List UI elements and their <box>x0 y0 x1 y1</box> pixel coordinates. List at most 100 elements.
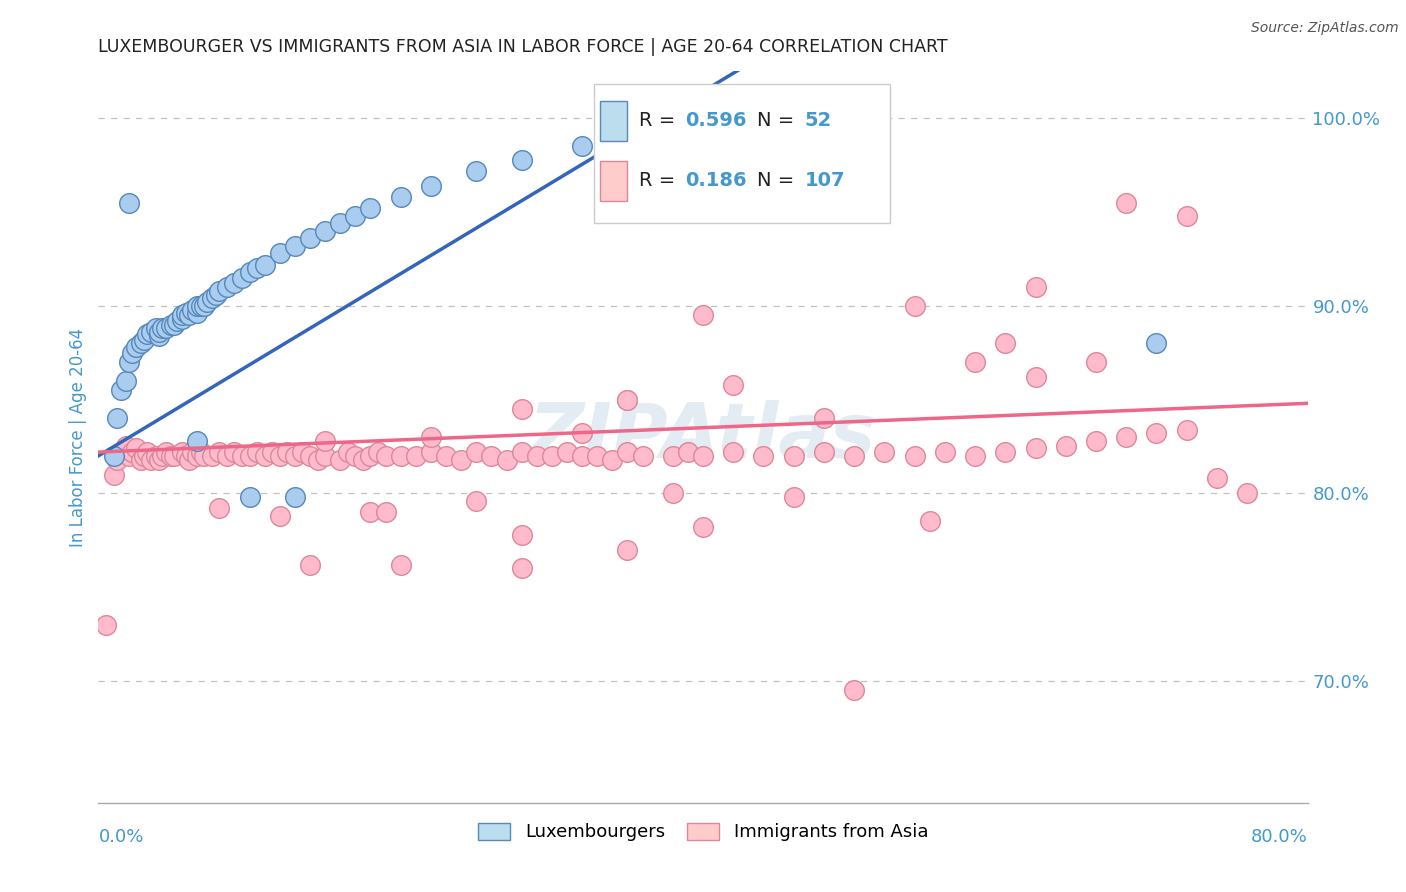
Point <box>190 445 212 459</box>
Point <box>692 449 714 463</box>
Point <box>813 411 835 425</box>
Point <box>205 287 228 301</box>
Point <box>352 452 374 467</box>
Point <box>1175 209 1198 223</box>
Point <box>329 216 352 230</box>
Point <box>94 617 117 632</box>
Point <box>269 508 291 523</box>
Point <box>374 449 396 463</box>
Bar <box>600 161 627 201</box>
Point <box>118 355 141 369</box>
Point <box>1206 471 1229 485</box>
Text: R =: R = <box>638 111 682 130</box>
Point <box>114 440 136 454</box>
Point <box>239 265 262 279</box>
Point <box>160 449 183 463</box>
Point <box>174 306 197 320</box>
Point <box>299 231 322 245</box>
Point <box>1144 336 1167 351</box>
Point <box>1115 195 1137 210</box>
Point <box>389 449 412 463</box>
Point <box>114 374 136 388</box>
Point <box>215 280 238 294</box>
Point <box>555 445 578 459</box>
Text: 0.596: 0.596 <box>685 111 747 130</box>
Point <box>284 490 307 504</box>
Point <box>1024 370 1046 384</box>
Point <box>723 445 745 459</box>
Point <box>1024 442 1046 456</box>
Point <box>148 325 170 339</box>
Point <box>163 318 186 332</box>
Point <box>1144 426 1167 441</box>
Point <box>121 445 143 459</box>
Point <box>231 449 253 463</box>
Point <box>231 270 253 285</box>
Point <box>246 261 269 276</box>
Point <box>389 190 412 204</box>
Point <box>145 321 167 335</box>
Point <box>262 445 284 459</box>
Point <box>129 336 152 351</box>
Point <box>201 291 224 305</box>
Point <box>692 308 714 322</box>
Point <box>481 449 503 463</box>
Point <box>314 449 336 463</box>
Point <box>150 321 173 335</box>
Text: 80.0%: 80.0% <box>1251 829 1308 847</box>
Point <box>170 312 193 326</box>
Point <box>510 445 533 459</box>
Point <box>1085 355 1108 369</box>
Point <box>571 139 593 153</box>
Point <box>160 318 183 332</box>
Point <box>813 445 835 459</box>
Point <box>420 430 443 444</box>
Point <box>571 426 593 441</box>
Point <box>360 201 382 215</box>
Point <box>307 452 329 467</box>
Point <box>299 558 322 572</box>
Point <box>125 340 148 354</box>
Text: 107: 107 <box>804 171 845 190</box>
Point <box>181 445 204 459</box>
Bar <box>600 101 627 141</box>
Point <box>602 452 624 467</box>
Point <box>405 449 427 463</box>
Point <box>314 224 336 238</box>
Point <box>510 153 533 167</box>
Point <box>965 449 987 463</box>
Point <box>314 434 336 448</box>
Point <box>616 392 638 407</box>
Point <box>135 445 157 459</box>
Point <box>495 452 517 467</box>
Point <box>125 442 148 456</box>
Point <box>1115 430 1137 444</box>
Text: 0.0%: 0.0% <box>98 829 143 847</box>
Point <box>434 449 457 463</box>
Point <box>510 561 533 575</box>
Point <box>132 449 155 463</box>
Point <box>190 299 212 313</box>
Point <box>224 277 246 291</box>
Point <box>148 328 170 343</box>
Point <box>616 445 638 459</box>
Point <box>844 449 866 463</box>
Point <box>360 449 382 463</box>
Point <box>132 333 155 347</box>
Point <box>284 449 307 463</box>
Point <box>163 449 186 463</box>
Point <box>389 558 412 572</box>
Point <box>360 505 382 519</box>
Point <box>148 452 170 467</box>
Point <box>450 452 472 467</box>
Point <box>195 295 218 310</box>
Point <box>752 449 775 463</box>
Y-axis label: In Labor Force | Age 20-64: In Labor Force | Age 20-64 <box>69 327 87 547</box>
Point <box>215 449 238 463</box>
Point <box>239 490 262 504</box>
Point <box>110 383 132 397</box>
Point <box>904 449 927 463</box>
Point <box>103 467 125 482</box>
Point <box>994 336 1017 351</box>
Point <box>135 326 157 341</box>
